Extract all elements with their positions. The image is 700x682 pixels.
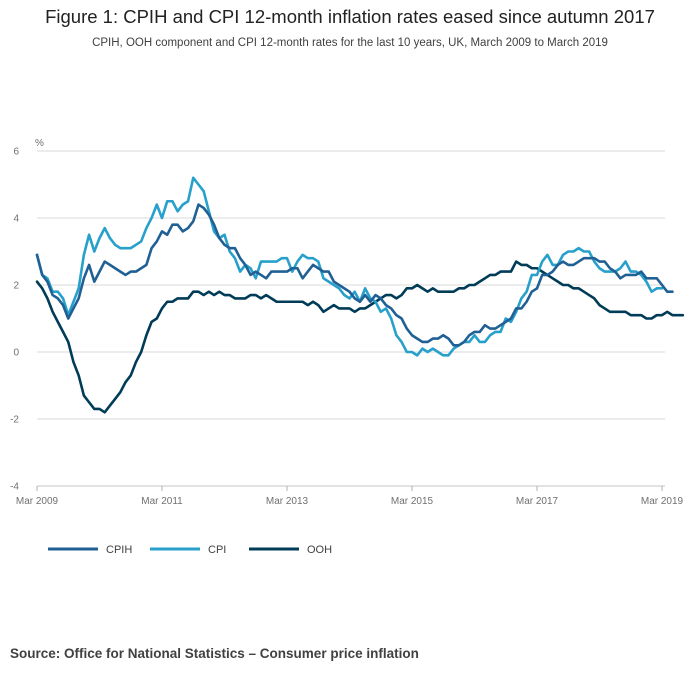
x-tick-label: Mar 2009 xyxy=(16,496,59,507)
y-tick-label: -4 xyxy=(10,482,19,493)
legend-label-ooh: OOH xyxy=(307,544,332,556)
legend-label-cpi: CPI xyxy=(208,544,226,556)
legend: CPIH CPI OOH xyxy=(48,544,332,556)
gridlines xyxy=(37,150,665,487)
source-note: Source: Office for National Statistics –… xyxy=(10,646,419,661)
chart-subtitle: CPIH, OOH component and CPI 12-month rat… xyxy=(92,37,608,49)
series-line-cpi xyxy=(35,176,664,357)
series-line-cpih xyxy=(35,203,674,347)
x-tick-label: Mar 2013 xyxy=(266,496,309,507)
x-axis: Mar 2009 Mar 2011 Mar 2013 Mar 2015 Mar 2017… xyxy=(16,485,684,507)
series-lines xyxy=(35,176,685,414)
y-tick-label: 2 xyxy=(13,281,19,292)
x-tick-label: Mar 2019 xyxy=(641,496,684,507)
x-tick-label: Mar 2015 xyxy=(391,496,434,507)
y-axis-ticks: -4 -2 0 2 4 6 xyxy=(10,147,19,493)
y-tick-label: -2 xyxy=(10,415,19,426)
y-tick-label: 0 xyxy=(13,348,19,359)
legend-label-cpih: CPIH xyxy=(106,544,132,556)
y-axis-unit: % xyxy=(35,138,44,149)
series-line-ooh xyxy=(35,260,685,414)
x-tick-label: Mar 2017 xyxy=(516,496,559,507)
y-tick-label: 6 xyxy=(13,147,19,158)
chart-title: Figure 1: CPIH and CPI 12-month inflatio… xyxy=(45,6,655,27)
x-tick-label: Mar 2011 xyxy=(141,496,183,507)
y-tick-label: 4 xyxy=(13,214,19,225)
